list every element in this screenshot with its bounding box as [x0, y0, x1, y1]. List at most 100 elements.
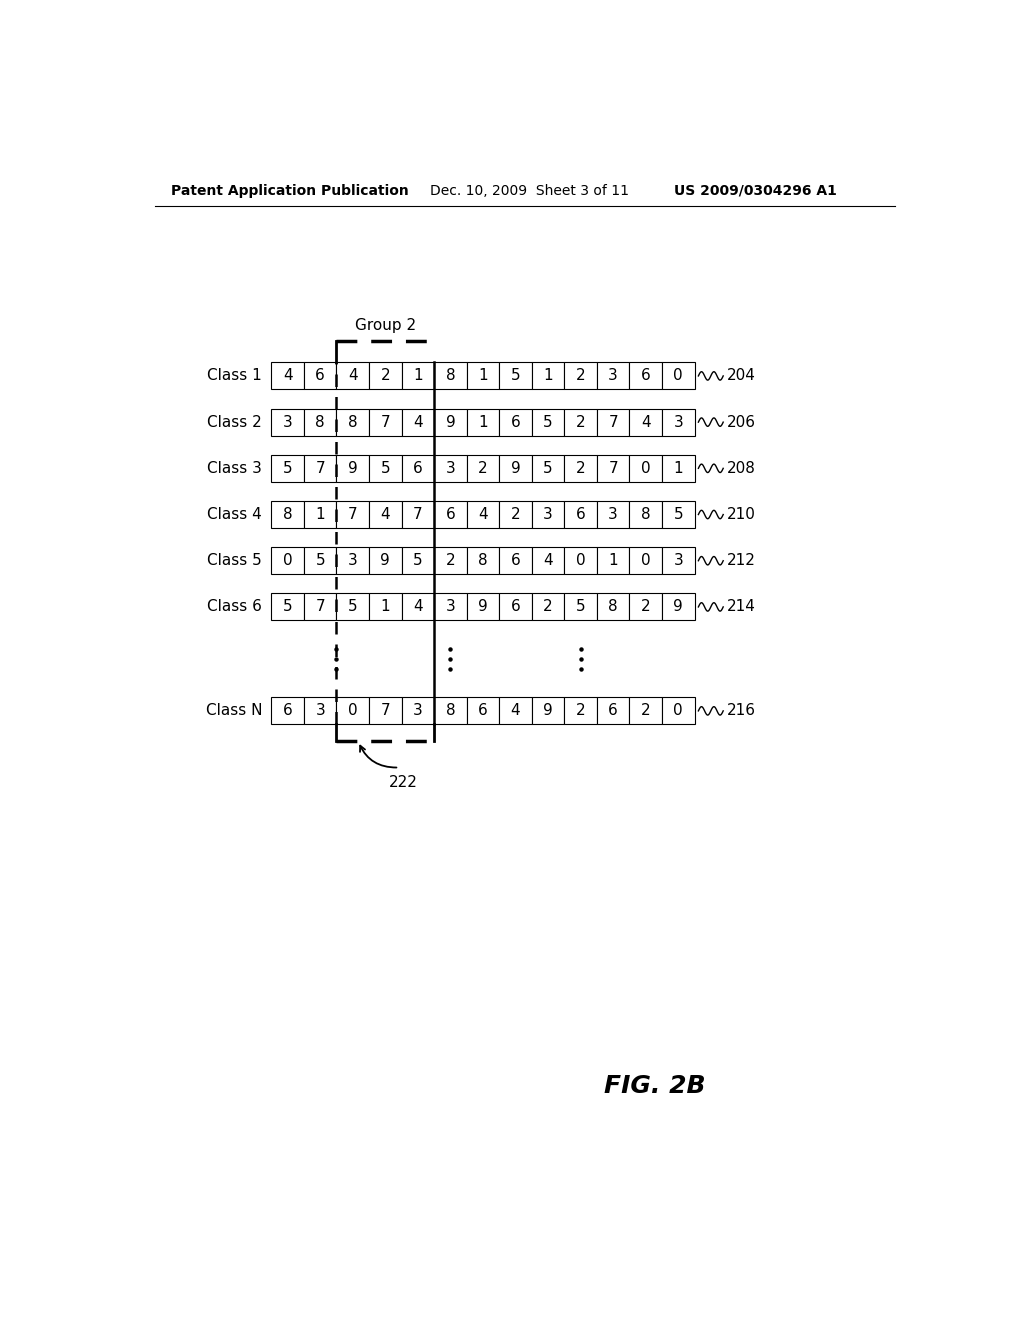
Text: Class N: Class N	[206, 704, 262, 718]
Text: 7: 7	[381, 704, 390, 718]
Text: 212: 212	[727, 553, 756, 568]
Text: 2: 2	[381, 368, 390, 383]
Text: 208: 208	[727, 461, 756, 475]
Text: 6: 6	[413, 461, 423, 475]
Text: 3: 3	[608, 507, 618, 521]
Bar	[630, 502, 662, 528]
Bar	[337, 455, 369, 482]
Bar	[369, 409, 401, 436]
Text: 4: 4	[478, 507, 487, 521]
Text: 6: 6	[283, 704, 293, 718]
Bar	[304, 502, 337, 528]
Text: 9: 9	[674, 599, 683, 614]
Text: 3: 3	[348, 553, 357, 568]
Bar	[337, 502, 369, 528]
Text: 9: 9	[543, 704, 553, 718]
Text: 6: 6	[608, 704, 618, 718]
Bar	[662, 409, 694, 436]
Bar	[500, 594, 531, 620]
Text: 4: 4	[381, 507, 390, 521]
Text: Dec. 10, 2009  Sheet 3 of 11: Dec. 10, 2009 Sheet 3 of 11	[430, 183, 630, 198]
Text: 5: 5	[575, 599, 586, 614]
Bar	[500, 363, 531, 389]
Text: 5: 5	[511, 368, 520, 383]
Text: Class 5: Class 5	[207, 553, 262, 568]
Text: 5: 5	[283, 461, 293, 475]
Text: 2: 2	[575, 461, 586, 475]
Text: 216: 216	[727, 704, 756, 718]
Text: 6: 6	[511, 553, 520, 568]
Text: 8: 8	[348, 414, 357, 429]
Bar	[630, 697, 662, 725]
Text: 222: 222	[389, 775, 418, 791]
Bar	[271, 548, 304, 574]
Bar	[630, 455, 662, 482]
Text: 3: 3	[543, 507, 553, 521]
Text: 204: 204	[727, 368, 756, 383]
Text: 2: 2	[575, 414, 586, 429]
Text: 4: 4	[641, 414, 650, 429]
Text: 5: 5	[315, 553, 325, 568]
Bar	[434, 455, 467, 482]
Text: 7: 7	[413, 507, 423, 521]
Bar	[531, 363, 564, 389]
Text: 0: 0	[674, 368, 683, 383]
Bar	[369, 363, 401, 389]
Text: Class 6: Class 6	[207, 599, 262, 614]
Bar	[564, 548, 597, 574]
Text: 210: 210	[727, 507, 756, 521]
Text: 9: 9	[478, 599, 487, 614]
Bar	[401, 502, 434, 528]
Text: 8: 8	[608, 599, 617, 614]
Bar	[401, 409, 434, 436]
Bar	[434, 409, 467, 436]
Bar	[531, 594, 564, 620]
Bar	[434, 548, 467, 574]
Text: FIG. 2B: FIG. 2B	[604, 1074, 706, 1098]
Text: 6: 6	[575, 507, 586, 521]
Text: 7: 7	[608, 414, 617, 429]
Bar	[597, 548, 630, 574]
Bar	[337, 548, 369, 574]
Bar	[564, 502, 597, 528]
Bar	[531, 697, 564, 725]
Bar	[630, 594, 662, 620]
Text: Class 4: Class 4	[207, 507, 262, 521]
Bar	[467, 455, 500, 482]
Bar	[271, 502, 304, 528]
Text: 2: 2	[641, 704, 650, 718]
Text: 2: 2	[511, 507, 520, 521]
Text: 4: 4	[283, 368, 293, 383]
Text: Patent Application Publication: Patent Application Publication	[171, 183, 409, 198]
Text: 7: 7	[608, 461, 617, 475]
Text: 3: 3	[445, 599, 456, 614]
Bar	[337, 363, 369, 389]
Bar	[467, 548, 500, 574]
Text: 3: 3	[445, 461, 456, 475]
Text: 206: 206	[727, 414, 756, 429]
Text: 1: 1	[478, 368, 487, 383]
Bar	[401, 455, 434, 482]
Text: 1: 1	[478, 414, 487, 429]
Text: 8: 8	[641, 507, 650, 521]
Text: 0: 0	[283, 553, 293, 568]
Text: 2: 2	[575, 704, 586, 718]
Bar	[304, 594, 337, 620]
Text: 1: 1	[315, 507, 325, 521]
Bar	[531, 502, 564, 528]
Text: 1: 1	[608, 553, 617, 568]
Bar	[662, 455, 694, 482]
Bar	[467, 363, 500, 389]
Bar	[597, 455, 630, 482]
Bar	[304, 363, 337, 389]
Bar	[500, 455, 531, 482]
Text: 5: 5	[381, 461, 390, 475]
Text: Class 2: Class 2	[207, 414, 262, 429]
Text: 8: 8	[445, 368, 456, 383]
Bar	[564, 363, 597, 389]
Bar	[662, 502, 694, 528]
Bar	[564, 594, 597, 620]
Text: 0: 0	[575, 553, 586, 568]
Text: 2: 2	[445, 553, 456, 568]
Bar	[630, 409, 662, 436]
